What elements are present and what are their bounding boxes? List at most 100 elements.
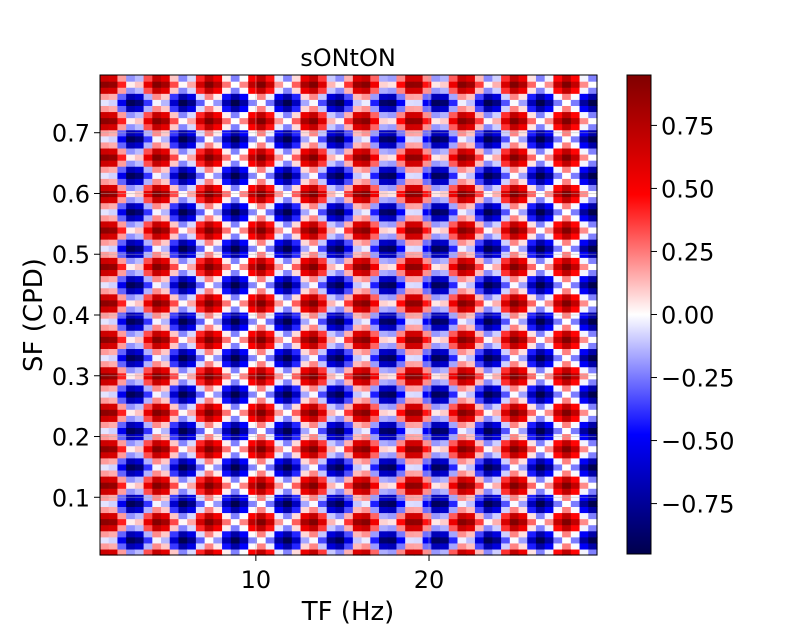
heatmap-cell	[161, 269, 170, 276]
heatmap-cell	[100, 415, 109, 422]
heatmap-cell	[126, 154, 135, 161]
heatmap-cell	[187, 178, 196, 185]
heatmap-cell	[519, 136, 528, 143]
heatmap-cell	[222, 525, 231, 532]
heatmap-cell	[571, 342, 580, 349]
heatmap-cell	[100, 93, 109, 100]
heatmap-cell	[231, 306, 240, 313]
heatmap-cell	[492, 324, 501, 331]
heatmap-cell	[240, 397, 249, 404]
heatmap-cell	[100, 403, 109, 410]
heatmap-cell	[405, 282, 414, 289]
heatmap-cell	[344, 300, 353, 307]
heatmap-cell	[117, 421, 126, 428]
heatmap-cell	[431, 118, 440, 125]
heatmap-cell	[117, 93, 126, 100]
heatmap-cell	[283, 525, 292, 532]
heatmap-cell	[152, 403, 161, 410]
heatmap-cell	[231, 421, 240, 428]
heatmap-cell	[370, 458, 379, 465]
heatmap-cell	[187, 209, 196, 216]
heatmap-cell	[571, 348, 580, 355]
heatmap-cell	[327, 458, 336, 465]
heatmap-cell	[353, 124, 362, 131]
heatmap-cell	[161, 93, 170, 100]
heatmap-cell	[388, 421, 397, 428]
heatmap-cell	[274, 361, 283, 368]
heatmap-cell	[562, 397, 571, 404]
heatmap-cell	[274, 75, 283, 82]
heatmap-cell	[405, 427, 414, 434]
heatmap-cell	[135, 239, 144, 246]
heatmap-cell	[501, 276, 510, 283]
heatmap-cell	[545, 354, 554, 361]
heatmap-cell	[135, 367, 144, 374]
heatmap-cell	[274, 306, 283, 313]
heatmap-cell	[562, 391, 571, 398]
heatmap-cell	[152, 409, 161, 416]
heatmap-cell	[536, 342, 545, 349]
heatmap-cell	[431, 239, 440, 246]
heatmap-cell	[519, 336, 528, 343]
heatmap-cell	[353, 354, 362, 361]
heatmap-cell	[117, 227, 126, 234]
heatmap-cell	[301, 403, 310, 410]
heatmap-cell	[379, 385, 388, 392]
heatmap-cell	[396, 385, 405, 392]
heatmap-cell	[240, 403, 249, 410]
heatmap-cell	[335, 336, 344, 343]
heatmap-cell	[571, 519, 580, 526]
heatmap-cell	[213, 385, 222, 392]
heatmap-cell	[362, 415, 371, 422]
heatmap-cell	[274, 300, 283, 307]
heatmap-cell	[274, 282, 283, 289]
heatmap-cell	[266, 239, 275, 246]
heatmap-cell	[423, 361, 432, 368]
heatmap-cell	[274, 427, 283, 434]
heatmap-cell	[100, 276, 109, 283]
heatmap-cell	[240, 172, 249, 179]
heatmap-cell	[370, 172, 379, 179]
heatmap-cell	[431, 397, 440, 404]
heatmap-cell	[423, 537, 432, 544]
heatmap-cell	[283, 239, 292, 246]
heatmap-cell	[257, 421, 266, 428]
heatmap-cell	[510, 148, 519, 155]
heatmap-cell	[353, 221, 362, 228]
heatmap-cell	[484, 227, 493, 234]
heatmap-cell	[292, 124, 301, 131]
heatmap-cell	[379, 227, 388, 234]
heatmap-cell	[545, 105, 554, 112]
heatmap-cell	[187, 294, 196, 301]
heatmap-cell	[388, 512, 397, 519]
heatmap-cell	[457, 99, 466, 106]
heatmap-cell	[475, 482, 484, 489]
heatmap-cell	[196, 81, 205, 88]
heatmap-cell	[205, 209, 214, 216]
heatmap-cell	[431, 209, 440, 216]
heatmap-cell	[318, 239, 327, 246]
heatmap-cell	[501, 160, 510, 167]
heatmap-cell	[126, 276, 135, 283]
heatmap-cell	[353, 421, 362, 428]
heatmap-cell	[161, 482, 170, 489]
heatmap-cell	[379, 500, 388, 507]
heatmap-cell	[213, 519, 222, 526]
heatmap-cell	[283, 391, 292, 398]
heatmap-cell	[144, 300, 153, 307]
heatmap-cell	[475, 136, 484, 143]
heatmap-cell	[222, 154, 231, 161]
heatmap-cell	[126, 300, 135, 307]
heatmap-cell	[370, 537, 379, 544]
heatmap-cell	[379, 111, 388, 118]
heatmap-cell	[466, 111, 475, 118]
heatmap-cell	[327, 500, 336, 507]
heatmap-cell	[492, 300, 501, 307]
heatmap-cell	[109, 409, 118, 416]
heatmap-cell	[553, 81, 562, 88]
heatmap-cell	[423, 209, 432, 216]
heatmap-cell	[431, 81, 440, 88]
heatmap-cell	[196, 519, 205, 526]
heatmap-cell	[222, 111, 231, 118]
heatmap-cell	[353, 197, 362, 204]
